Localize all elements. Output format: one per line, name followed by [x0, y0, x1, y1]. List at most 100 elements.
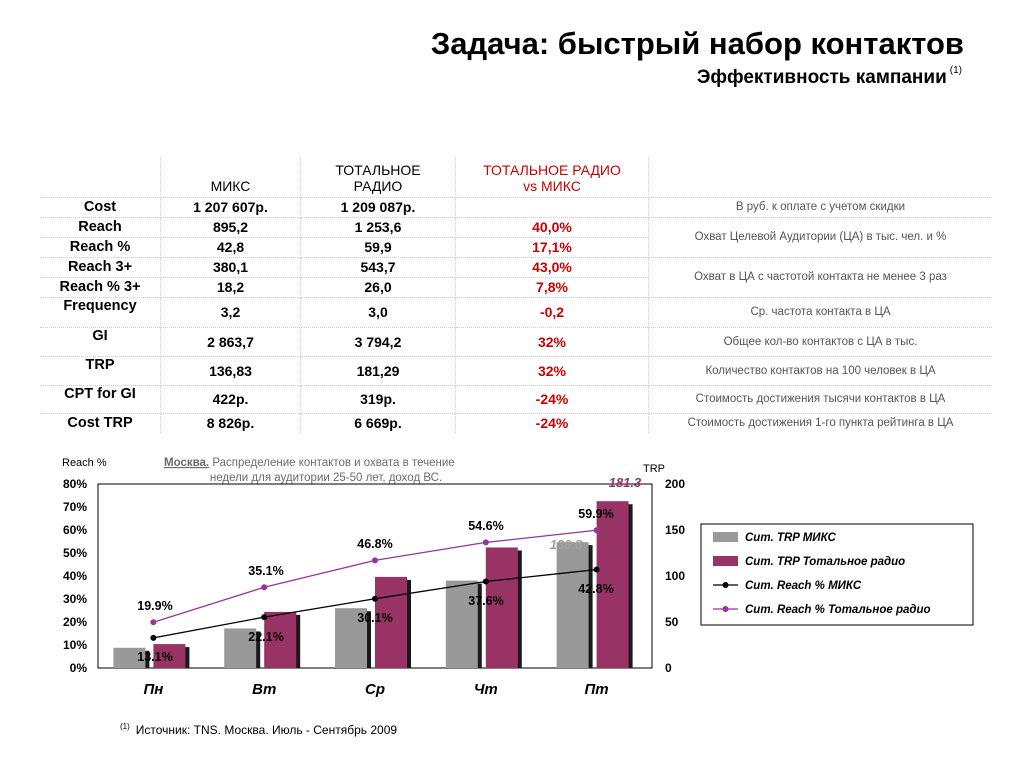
table-row: Reach 895,2 1 253,6 40,0% Охват Целевой … — [40, 216, 992, 257]
bar-trp-mix — [224, 628, 257, 668]
reach-trp-chart: 0% 10% 20% 30% 40% 50% 60% 70% 80% 0 50 100 150 200 Re… — [62, 457, 974, 698]
cell-total: 1 209 087р. — [300, 196, 456, 217]
subtitle-text: Эффективность кампании — [696, 67, 947, 88]
left-axis-tick-label: 30% — [63, 592, 87, 606]
row-label: CPT for GI — [40, 384, 161, 413]
right-axis-tick-label: 0 — [665, 661, 672, 675]
cell-total: 3,0 — [300, 296, 456, 327]
line-point — [482, 578, 489, 585]
cell-total: 181,29 — [300, 355, 456, 385]
page-title: Задача: быстрый набор контактов — [430, 26, 964, 61]
category-label: Пт — [585, 681, 609, 698]
cell-diff: 17,1% — [455, 236, 649, 257]
cell-mix: 42,8 — [160, 236, 301, 257]
reach-mix-label: 42.8% — [578, 582, 613, 596]
subtitle-footnote-ref: (1) — [949, 65, 962, 76]
cell-mix: 380,1 — [160, 256, 301, 277]
row-label: Frequency — [40, 296, 161, 327]
category-label: Вт — [252, 681, 276, 698]
line-point — [593, 566, 600, 573]
reach-total-label: 19.9% — [137, 599, 172, 613]
table-header-note — [648, 157, 992, 197]
legend-label: Cum. Reach % Тотальное радио — [745, 604, 931, 616]
row-note: Общее кол-во контактов с ЦА в тыс. — [648, 326, 992, 356]
row-label: TRP — [40, 355, 161, 385]
bar-trp-total — [375, 576, 407, 668]
table-row: Reach % 42,8 59,9 17,1% — [40, 236, 992, 257]
reach-mix-label: 30.1% — [357, 611, 392, 625]
row-label: GI — [40, 326, 161, 356]
chart-title-line1: Москва. Распределение контактов и охвата… — [164, 457, 455, 469]
table-row: TRP 136,83 181,29 32% Количество контакт… — [40, 355, 992, 385]
row-note: Охват в ЦА с частотой контакта не менее … — [648, 256, 992, 297]
column-header-total: ТОТАЛЬНОЕ РАДИО — [300, 157, 456, 197]
cell-total: 319р. — [300, 384, 456, 413]
cell-diff: -24% — [455, 412, 649, 433]
left-axis-tick-label: 0% — [70, 661, 88, 675]
line-point — [372, 595, 378, 602]
cell-total: 59,9 — [300, 236, 456, 257]
row-label: Reach % — [40, 236, 161, 257]
table-row: Reach 3+ 380,1 543,7 43,0% Охват в ЦА с … — [40, 256, 992, 297]
legend-label: Cum. TRP Тотальное радио — [745, 556, 905, 568]
legend-label: Cum. TRP МИКС — [745, 532, 836, 544]
reach-total-label: 59.9% — [578, 507, 613, 521]
cell-diff: 32% — [455, 326, 649, 356]
line-point — [372, 557, 378, 564]
chart-title-line2: недели для аудитории 25-50 лет, доход ВС… — [210, 472, 442, 484]
bar-value-label-total: 181.3 — [609, 475, 642, 490]
left-axis-tick-label: 20% — [63, 615, 87, 629]
row-note: Стоимость достижения тысячи контактов в … — [648, 384, 992, 413]
cell-diff: 40,0% — [455, 216, 649, 237]
cell-diff: -24% — [455, 384, 649, 413]
cell-diff: -0,2 — [455, 296, 649, 327]
left-axis-tick-label: 60% — [63, 523, 87, 537]
cell-mix: 136,83 — [160, 355, 301, 385]
bar-trp-total — [153, 644, 186, 668]
bar-trp-mix — [335, 608, 367, 668]
footnote-ref: (1) — [120, 722, 130, 731]
cell-mix: 2 863,7 — [160, 326, 301, 356]
row-label: Reach % 3+ — [40, 276, 161, 297]
row-note: Ср. частота контакта в ЦА — [648, 296, 992, 327]
source-text: Источник: TNS. Москва. Июль - Сентябрь 2… — [135, 723, 398, 737]
reach-mix-label: 37.6% — [468, 594, 503, 608]
reach-total-label: 46.8% — [357, 537, 392, 551]
right-axis-tick-label: 150 — [665, 523, 685, 537]
table-row: Cost 1 207 607р. 1 209 087р. В руб. к оп… — [40, 196, 992, 217]
cell-mix: 1 207 607р. — [160, 196, 301, 217]
row-note: Охват Целевой Аудитории (ЦА) в тыс. чел.… — [648, 216, 992, 257]
cell-diff — [455, 196, 649, 217]
row-note: В руб. к оплате с учетом скидки — [648, 196, 992, 217]
left-axis-title: Reach % — [62, 457, 107, 469]
cell-total: 6 669р. — [300, 412, 456, 433]
left-axis-tick-label: 70% — [63, 500, 87, 514]
table-row: Frequency 3,2 3,0 -0,2 Ср. частота конта… — [40, 296, 992, 327]
category-label: Чт — [474, 681, 498, 698]
left-axis-tick-label: 40% — [63, 569, 87, 583]
legend-marker — [722, 582, 729, 588]
cell-mix: 895,2 — [160, 216, 301, 237]
row-note: Стоимость достижения 1-го пункта рейтинг… — [648, 412, 992, 433]
line-point — [261, 584, 268, 591]
table-row: Cost TRP 8 826р. 6 669р. -24% Стоимость … — [40, 412, 992, 433]
bar-trp-total — [264, 611, 297, 668]
right-axis-tick-label: 100 — [665, 569, 685, 583]
cell-total: 543,7 — [300, 256, 456, 277]
bar-trp-mix — [113, 647, 146, 668]
table-header-empty — [40, 157, 161, 197]
page-subtitle: Эффективность кампании (1) — [696, 65, 962, 89]
row-label: Cost TRP — [40, 412, 161, 433]
bar-value-label-mix: 136.8 — [550, 537, 583, 552]
category-label: Пн — [143, 681, 163, 698]
line-point — [150, 619, 157, 626]
table-row: GI 2 863,7 3 794,2 32% Общее кол-во конт… — [40, 326, 992, 356]
legend-box — [700, 523, 974, 626]
line-point — [482, 539, 489, 546]
right-axis-tick-label: 50 — [665, 615, 679, 629]
reach-total-label: 54.6% — [468, 519, 503, 533]
row-label: Cost — [40, 196, 161, 217]
row-label: Reach — [40, 216, 161, 237]
right-axis-tick-label: 200 — [665, 477, 685, 491]
line-point — [261, 614, 268, 621]
